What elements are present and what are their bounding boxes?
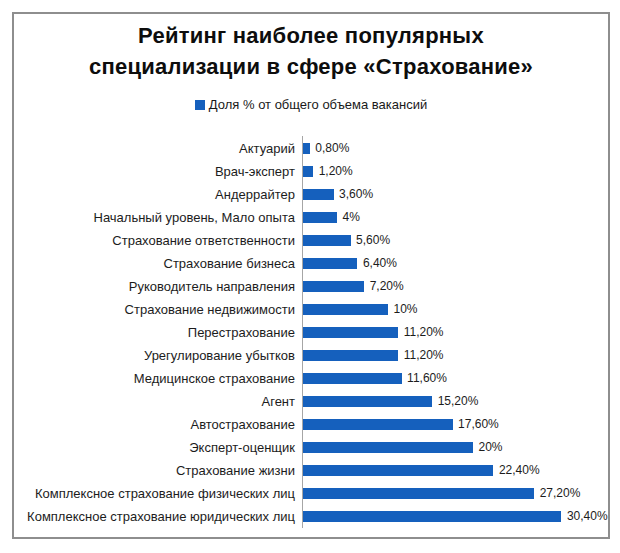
bar-row: Страхование ответственности 5,60%: [14, 229, 608, 252]
bar-row: Страхование недвижимости 10%: [14, 298, 608, 321]
category-label: Начальный уровень, Мало опыта: [94, 210, 296, 225]
plot-area: Актуарий 0,80% Врач-эксперт 1,20% Андеррайте…: [14, 14, 608, 537]
value-label: 0,80%: [315, 141, 349, 155]
bar-row: Начальный уровень, Мало опыта 4%: [14, 206, 608, 229]
bar-row: Эксперт-оценщик 20%: [14, 436, 608, 459]
bar: [303, 304, 388, 315]
category-label: Андеррайтер: [215, 187, 295, 202]
bar: [303, 327, 398, 338]
category-label: Автострахование: [191, 417, 296, 432]
category-label: Агент: [262, 394, 296, 409]
bar: [303, 419, 453, 430]
category-label: Страхование ответственности: [112, 233, 295, 248]
value-label: 15,20%: [438, 394, 479, 408]
bar: [303, 350, 398, 361]
bar: [303, 442, 473, 453]
bar-row: Урегулирование убытков 11,20%: [14, 344, 608, 367]
value-label: 27,20%: [540, 486, 581, 500]
bar: [303, 189, 334, 200]
bar: [303, 465, 493, 476]
bar: [303, 143, 310, 154]
bar-row: Перестрахование 11,20%: [14, 321, 608, 344]
category-label: Перестрахование: [188, 325, 295, 340]
value-label: 7,20%: [370, 279, 404, 293]
category-label: Актуарий: [239, 141, 295, 156]
bar: [303, 373, 402, 384]
bar: [303, 396, 432, 407]
category-label: Врач-эксперт: [215, 164, 295, 179]
bar-row: Агент 15,20%: [14, 390, 608, 413]
category-label: Комплексное страхование юридических лиц: [27, 509, 295, 524]
bar: [303, 212, 337, 223]
category-label: Страхование жизни: [176, 463, 295, 478]
value-label: 6,40%: [363, 256, 397, 270]
value-label: 11,60%: [407, 371, 447, 385]
value-label: 30,40%: [567, 509, 608, 523]
bar-row: Руководитель направления 7,20%: [14, 275, 608, 298]
bar-row: Актуарий 0,80%: [14, 137, 608, 160]
bar: [303, 166, 313, 177]
bar: [303, 258, 357, 269]
value-label: 22,40%: [499, 463, 540, 477]
value-label: 4%: [343, 210, 360, 224]
value-label: 5,60%: [356, 233, 390, 247]
bar: [303, 511, 561, 522]
bar-row: Комплексное страхование физических лиц 27…: [14, 482, 608, 505]
chart-frame: Рейтинг наиболее популярных специализаци…: [12, 12, 610, 539]
value-label: 11,20%: [404, 325, 444, 339]
category-label: Комплексное страхование физических лиц: [35, 486, 295, 501]
value-label: 17,60%: [458, 417, 499, 431]
category-label: Руководитель направления: [129, 279, 295, 294]
value-label: 20%: [479, 440, 503, 454]
category-label: Страхование бизнеса: [164, 256, 295, 271]
category-label: Медицинское страхование: [134, 371, 295, 386]
bar: [303, 488, 534, 499]
bar-row: Врач-эксперт 1,20%: [14, 160, 608, 183]
value-label: 10%: [394, 302, 418, 316]
bar: [303, 235, 351, 246]
bar-row: Автострахование 17,60%: [14, 413, 608, 436]
category-label: Эксперт-оценщик: [189, 440, 295, 455]
category-label: Урегулирование убытков: [144, 348, 295, 363]
category-label: Страхование недвижимости: [125, 302, 295, 317]
bar-row: Медицинское страхование 11,60%: [14, 367, 608, 390]
value-label: 3,60%: [339, 187, 373, 201]
value-label: 11,20%: [404, 348, 444, 362]
bar-row: Комплексное страхование юридических лиц 3…: [14, 505, 608, 528]
bar-row: Страхование бизнеса 6,40%: [14, 252, 608, 275]
bar-row: Страхование жизни 22,40%: [14, 459, 608, 482]
value-label: 1,20%: [319, 164, 353, 178]
bar-row: Андеррайтер 3,60%: [14, 183, 608, 206]
bar: [303, 281, 364, 292]
